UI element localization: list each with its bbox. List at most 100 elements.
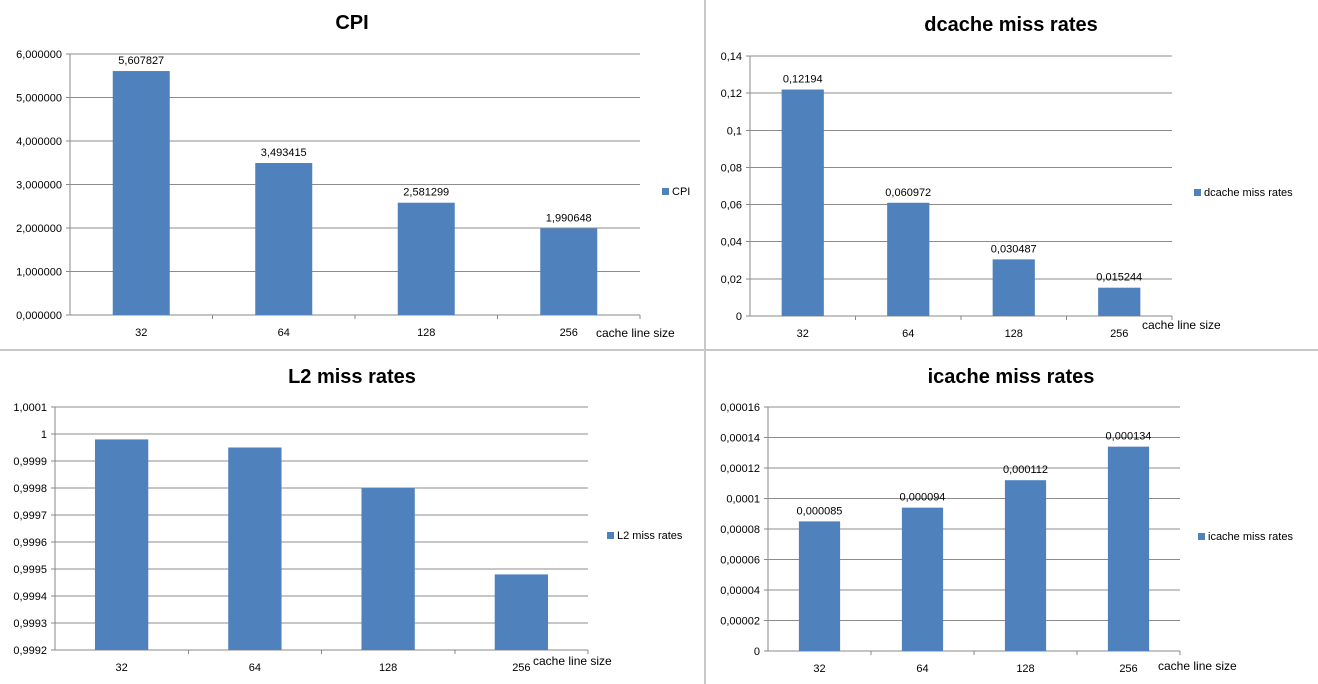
- data-label: 5,607827: [118, 55, 164, 67]
- y-tick-label: 0,14: [721, 51, 742, 63]
- chart-dcache-svg: dcache miss rates 0 0,02 0,04 0,06 0,08 0,1 0,1…: [706, 0, 1318, 349]
- y-tick-label: 3,000000: [16, 180, 62, 192]
- x-axis-title: cache line size: [533, 654, 612, 668]
- y-tick-label: 0,00006: [720, 555, 760, 567]
- chart-dcache-miss-rates: dcache miss rates 0 0,02 0,04 0,06 0,08 0,1 0,1…: [706, 0, 1318, 349]
- x-axis-title: cache line size: [1158, 659, 1237, 673]
- y-tick-label: 4,000000: [16, 136, 62, 148]
- bar: [1005, 480, 1046, 651]
- chart-cpi-svg: CPI 0,000000 1,000000 2,000000 3,000000 4,000…: [0, 0, 704, 349]
- y-tick-label: 0,1: [727, 125, 742, 137]
- y-tick-label: 0,9997: [13, 510, 47, 522]
- data-label: 0,060972: [885, 187, 931, 199]
- y-tick-label: 0,9992: [13, 645, 47, 657]
- bar: [902, 508, 943, 651]
- y-tick-label: 0,9994: [13, 591, 47, 603]
- y-tick-label: 0,04: [721, 237, 742, 249]
- y-tick-label: 0,000000: [16, 310, 62, 322]
- y-tick-label: 0,00012: [720, 463, 760, 475]
- chart-icache-miss-rates: icache miss rates 0 0,00002 0,00004 0,00006 0…: [706, 351, 1318, 684]
- y-tick-label: 0,06: [721, 200, 742, 212]
- y-tick-label: 0,00002: [720, 616, 760, 628]
- x-tick-label: 256: [560, 327, 578, 339]
- chart-title: CPI: [335, 12, 368, 34]
- data-label: 0,000112: [1003, 464, 1048, 476]
- x-axis-title: cache line size: [1142, 318, 1221, 332]
- data-label: 0,000085: [797, 505, 843, 517]
- data-label: 0,030487: [991, 243, 1037, 255]
- y-tick-label: 1,0001: [13, 402, 47, 414]
- x-tick-label: 128: [379, 662, 397, 674]
- bar: [782, 90, 824, 316]
- x-tick-label: 256: [1110, 328, 1128, 340]
- bar: [495, 574, 548, 650]
- data-label: 3,493415: [261, 147, 307, 159]
- y-tick-label: 0,9996: [13, 537, 47, 549]
- chart-title: icache miss rates: [928, 366, 1095, 388]
- legend-swatch: [607, 532, 614, 539]
- bar: [540, 228, 597, 315]
- bar: [799, 521, 840, 651]
- y-tick-label: 0,0001: [726, 494, 760, 506]
- y-tick-label: 5,000000: [16, 93, 62, 105]
- y-tick-label: 0,02: [721, 274, 742, 286]
- x-tick-label: 128: [1005, 328, 1023, 340]
- chart-icache-svg: icache miss rates00,000020,000040,000060…: [706, 351, 1318, 684]
- bar: [95, 439, 148, 650]
- data-label: 1,990648: [546, 212, 592, 224]
- data-label: 0,015244: [1096, 272, 1142, 284]
- legend-swatch: [1198, 533, 1205, 540]
- y-tick-label: 0,08: [721, 162, 742, 174]
- x-axis-title: cache line size: [596, 326, 675, 340]
- chart-l2-miss-rates: L2 miss rates 0,9992 0,9993 0,9994 0,9995 0,9…: [0, 351, 704, 684]
- data-label: 0,12194: [783, 74, 823, 86]
- x-tick-label: 32: [813, 663, 825, 675]
- x-tick-label: 128: [1016, 663, 1034, 675]
- y-tick-label: 6,000000: [16, 49, 62, 61]
- bar: [993, 259, 1035, 316]
- x-tick-label: 64: [902, 328, 914, 340]
- y-tick-label: 0,00004: [720, 585, 760, 597]
- bar: [361, 488, 414, 650]
- y-tick-label: 0,00014: [720, 433, 760, 445]
- chart-l2-svg: L2 miss rates 0,9992 0,9993 0,9994 0,9995 0,9…: [0, 351, 704, 684]
- y-tick-label: 0,9999: [13, 456, 47, 468]
- y-tick-label: 0,9993: [13, 618, 47, 630]
- chart-title: L2 miss rates: [288, 366, 416, 388]
- bar: [887, 203, 929, 316]
- y-tick-label: 0,9998: [13, 483, 47, 495]
- chart-cpi: CPI 0,000000 1,000000 2,000000 3,000000 4,000…: [0, 0, 704, 349]
- x-tick-label: 32: [135, 327, 147, 339]
- bar: [1098, 288, 1140, 316]
- y-tick-label: 0,9995: [13, 564, 47, 576]
- legend-swatch: [1194, 189, 1201, 196]
- y-tick-label: 0,00016: [720, 402, 760, 414]
- x-tick-label: 64: [249, 662, 261, 674]
- x-tick-label: 32: [797, 328, 809, 340]
- bar: [398, 203, 455, 315]
- bar: [228, 448, 281, 651]
- chart-title: dcache miss rates: [924, 14, 1097, 36]
- x-tick-label: 64: [916, 663, 928, 675]
- x-tick-label: 128: [417, 327, 435, 339]
- legend-label: dcache miss rates: [1204, 187, 1293, 199]
- y-tick-label: 0,12: [721, 88, 742, 100]
- bar: [255, 163, 312, 315]
- bar: [1108, 447, 1149, 651]
- x-tick-label: 256: [1119, 663, 1137, 675]
- x-tick-label: 32: [116, 662, 128, 674]
- legend-label: L2 miss rates: [617, 530, 683, 542]
- bar: [113, 71, 170, 315]
- legend-label: CPI: [672, 186, 690, 198]
- y-tick-label: 0,00008: [720, 524, 760, 536]
- data-label: 0,000134: [1106, 431, 1152, 443]
- legend-label: icache miss rates: [1208, 531, 1293, 543]
- x-tick-label: 256: [512, 662, 530, 674]
- x-tick-label: 64: [278, 327, 290, 339]
- legend-swatch: [662, 188, 669, 195]
- data-label: 0,000094: [900, 492, 946, 504]
- y-tick-label: 1: [41, 429, 47, 441]
- y-tick-label: 0: [736, 311, 742, 323]
- y-tick-label: 1,000000: [16, 267, 62, 279]
- data-label: 2,581299: [403, 187, 449, 199]
